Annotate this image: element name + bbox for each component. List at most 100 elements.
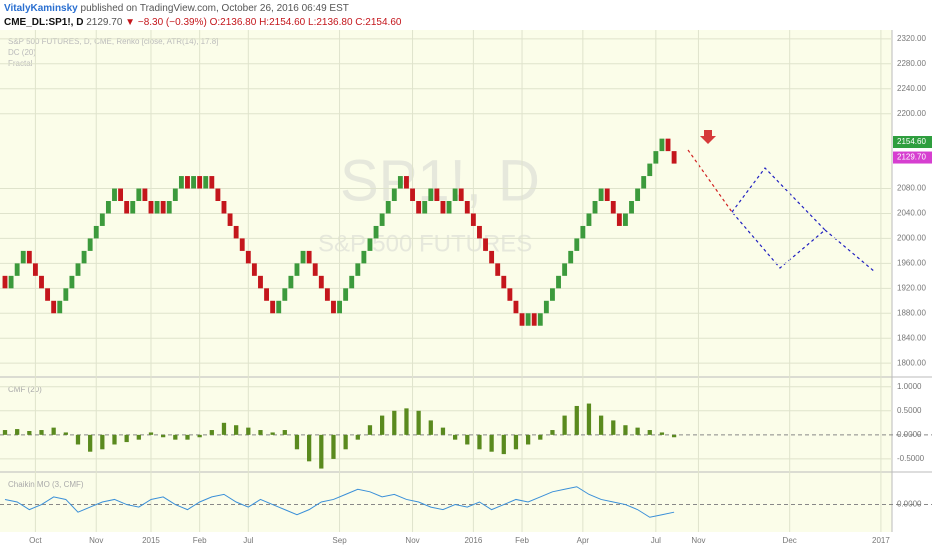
renko-brick xyxy=(312,263,318,276)
renko-brick xyxy=(647,163,653,177)
renko-brick xyxy=(343,288,349,301)
renko-brick xyxy=(361,250,367,264)
renko-brick xyxy=(416,201,422,214)
bar xyxy=(75,434,81,445)
renko-brick xyxy=(470,213,476,226)
bar xyxy=(550,430,555,435)
renko-brick xyxy=(513,300,519,314)
y-tick-label: 1880.00 xyxy=(897,308,926,317)
renko-brick xyxy=(464,201,470,214)
x-tick-label: Feb xyxy=(193,536,207,545)
renko-brick xyxy=(641,176,647,189)
y-tick-label: 2080.00 xyxy=(897,184,926,193)
renko-brick xyxy=(93,225,99,239)
quote-line: CME_DL:SP1!, D 2129.70 ▼ −8.30 (−0.39%) … xyxy=(4,16,401,30)
renko-brick xyxy=(598,188,604,202)
renko-brick xyxy=(264,288,269,301)
bar xyxy=(392,410,397,435)
y-tick-label: 1920.00 xyxy=(897,283,926,292)
renko-brick xyxy=(136,188,142,202)
renko-brick xyxy=(550,288,555,301)
published: published on TradingView.com, October 26… xyxy=(80,3,349,14)
y-tick-label: 1.0000 xyxy=(897,382,922,391)
last: 2129.70 xyxy=(86,17,123,28)
renko-brick xyxy=(57,300,63,314)
bar xyxy=(598,415,604,435)
bar xyxy=(331,434,336,459)
renko-brick xyxy=(483,238,488,251)
bar xyxy=(525,434,531,445)
price-tag xyxy=(893,151,932,164)
bar xyxy=(2,430,8,435)
ohlc: H:2154.60 xyxy=(259,17,306,28)
price-tag-label: 2154.60 xyxy=(897,137,926,146)
pane-title: Chaikin MO (3, CMF) xyxy=(8,480,84,489)
header: VitalyKaminsky published on TradingView.… xyxy=(4,2,401,30)
y-tick-label: 1800.00 xyxy=(897,358,926,367)
renko-brick xyxy=(99,213,105,226)
renko-brick xyxy=(543,300,549,314)
renko-brick xyxy=(209,176,215,189)
renko-brick xyxy=(428,188,434,202)
renko-brick xyxy=(489,250,495,264)
renko-brick xyxy=(397,176,403,189)
bar xyxy=(124,434,129,443)
renko-brick xyxy=(300,250,306,264)
bar xyxy=(513,434,519,450)
renko-brick xyxy=(191,176,196,189)
renko-brick xyxy=(87,238,93,251)
renko-brick xyxy=(519,313,525,326)
renko-brick xyxy=(2,275,8,289)
renko-brick xyxy=(391,188,397,202)
renko-brick xyxy=(282,288,288,301)
renko-brick xyxy=(26,250,32,264)
y-tick-label: 1840.00 xyxy=(897,333,926,342)
bar xyxy=(416,410,421,435)
renko-brick xyxy=(525,313,531,326)
renko-brick xyxy=(349,275,355,289)
bar xyxy=(647,430,652,435)
renko-brick xyxy=(142,188,148,202)
renko-brick xyxy=(63,288,69,301)
pane-title: S&P 500 FUTURES, D, CME, Renko [close, A… xyxy=(8,37,218,46)
y-tick-label: 0.5000 xyxy=(897,406,922,415)
renko-brick xyxy=(239,238,245,251)
renko-brick xyxy=(531,313,537,326)
renko-brick xyxy=(324,288,330,301)
y-tick-label: 0.0000 xyxy=(897,500,922,509)
bar xyxy=(562,415,567,435)
y-tick-label: 1960.00 xyxy=(897,258,926,267)
renko-brick xyxy=(124,201,130,214)
bar xyxy=(136,434,141,440)
renko-brick xyxy=(495,263,501,276)
renko-brick xyxy=(148,201,154,214)
x-tick-label: Nov xyxy=(405,536,419,545)
renko-brick xyxy=(185,176,190,189)
renko-brick xyxy=(671,151,677,164)
bar xyxy=(112,434,117,445)
bar xyxy=(63,432,68,435)
x-tick-label: Dec xyxy=(783,536,797,545)
projection-line xyxy=(731,167,826,269)
projection xyxy=(687,149,876,273)
bar xyxy=(197,434,202,438)
projection-line xyxy=(824,229,876,273)
y-tick-label: 2200.00 xyxy=(897,109,926,118)
renko-brick xyxy=(172,188,178,202)
renko-brick xyxy=(373,225,379,239)
bar xyxy=(100,434,105,450)
x-tick-label: Feb xyxy=(515,536,529,545)
bar xyxy=(246,427,251,435)
renko-brick xyxy=(39,275,44,289)
renko-brick xyxy=(355,263,361,276)
x-tick-label: Nov xyxy=(89,536,103,545)
renko-brick xyxy=(233,225,239,239)
bar xyxy=(635,427,640,435)
renko-brick xyxy=(434,188,440,202)
renko-brick xyxy=(130,201,136,214)
renko-brick xyxy=(118,188,124,202)
author[interactable]: VitalyKaminsky xyxy=(4,3,78,14)
bar xyxy=(477,434,482,450)
renko-brick xyxy=(154,201,160,214)
bar xyxy=(440,427,446,435)
